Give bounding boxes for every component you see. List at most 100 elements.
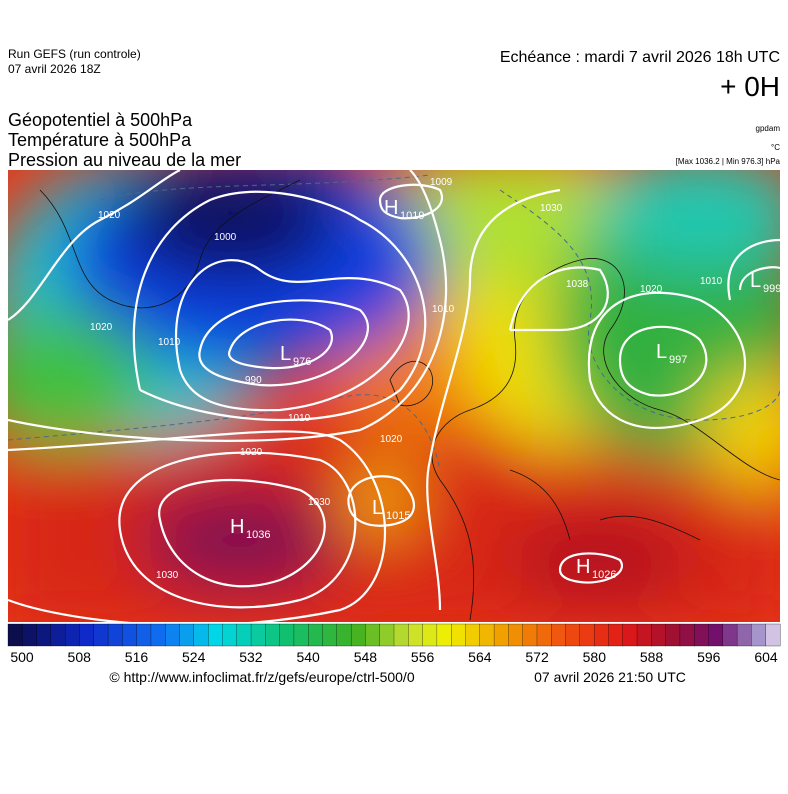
center-letter: L <box>372 497 383 519</box>
colorbar-swatch <box>451 623 466 647</box>
isobar-label: 990 <box>245 375 262 386</box>
colorbar-tick-label: 564 <box>468 649 492 665</box>
colorbar-tick-label: 500 <box>10 649 34 665</box>
colorbar-swatch <box>150 623 166 647</box>
center-value: 997 <box>669 354 687 366</box>
colorbar-swatch <box>751 623 767 647</box>
isobar-labels: 1000 990 1010 1020 1030 1030 1020 1010 1… <box>90 177 723 581</box>
center-letter: L <box>750 270 761 292</box>
colorbar: 500 508 516 524 532 540 548 556 564 572 580 588 596 6… <box>7 623 781 665</box>
colorbar-swatch <box>508 623 524 647</box>
isobar-label: 1030 <box>156 570 179 581</box>
colorbar-tick-label: 524 <box>182 649 206 665</box>
isobar-label: 1000 <box>214 232 237 243</box>
colorbar-swatch <box>593 623 609 647</box>
isobar-label: 1038 <box>566 279 589 290</box>
center-value: 1015 <box>386 510 410 522</box>
isobar-label: 1009 <box>430 177 453 188</box>
isobar-label: 1020 <box>98 210 121 221</box>
colorbar-tick-label: 588 <box>640 649 664 665</box>
center-value: 1036 <box>246 529 270 541</box>
colorbar-tick-label: 580 <box>583 649 607 665</box>
colorbar-swatch <box>36 623 52 647</box>
colorbar-tick-label: 540 <box>296 649 320 665</box>
colorbar-swatch <box>522 623 538 647</box>
isobar-label: 1020 <box>380 434 403 445</box>
colorbar-swatch <box>308 623 323 647</box>
title-line: Température à 500hPa <box>8 130 192 150</box>
title-line: Pression au niveau de la mer <box>8 150 241 170</box>
colorbar-swatch <box>293 623 309 647</box>
isobar-label: 1010 <box>432 304 455 315</box>
isobar-label: 1010 <box>700 276 723 287</box>
forecast-time: Echéance : mardi 7 avril 2026 18h UTC <box>500 49 780 66</box>
colorbar-swatch <box>79 623 95 647</box>
colorbar-swatch <box>565 623 581 647</box>
colorbar-swatch <box>708 623 724 647</box>
colorbar-swatch <box>265 623 281 647</box>
colorbar-swatch <box>250 623 266 647</box>
colorbar-swatch <box>379 623 395 647</box>
unit-label: °C <box>771 143 780 152</box>
colorbar-swatch <box>551 623 567 647</box>
map-field <box>8 170 780 622</box>
colorbar-swatch <box>165 623 181 647</box>
colorbar-swatch <box>436 623 452 647</box>
colorbar-swatch <box>50 623 66 647</box>
colorbar-tick-label: 604 <box>754 649 778 665</box>
colorbar-swatch <box>7 623 23 647</box>
source-url: © http://www.infoclimat.fr/z/gefs/europe… <box>109 669 414 685</box>
isobar-label: 1020 <box>240 447 263 458</box>
colorbar-swatch <box>765 623 781 647</box>
colorbar-swatch <box>622 623 638 647</box>
isobar-label: 1020 <box>640 284 663 295</box>
colorbar-swatch <box>651 623 667 647</box>
colorbar-swatch <box>279 623 295 647</box>
colorbar-swatch <box>179 623 195 647</box>
isobar-label: 1010 <box>288 413 311 424</box>
colorbar-tick-label: 556 <box>411 649 435 665</box>
run-name: Run GEFS (run controle) <box>8 47 141 61</box>
colorbar-swatch <box>107 623 123 647</box>
isobar-label: 1030 <box>308 497 331 508</box>
center-letter: H <box>230 516 244 538</box>
colorbar-tick-label: 532 <box>239 649 263 665</box>
colorbar-swatch <box>679 623 695 647</box>
colorbar-tick-label: 548 <box>354 649 378 665</box>
colorbar-swatch <box>122 623 138 647</box>
lead-time: + 0H <box>720 71 780 102</box>
pressure-centers: H 1036 H 1026 H 1019 L 976 L 997 L 999 L… <box>230 197 781 581</box>
center-value: 999 <box>763 283 781 295</box>
center-value: 1019 <box>400 210 424 222</box>
colorbar-tick-label: 596 <box>697 649 721 665</box>
center-letter: L <box>656 341 667 363</box>
colorbar-swatch <box>322 623 338 647</box>
colorbar-swatch <box>465 623 481 647</box>
colorbar-swatch <box>236 623 252 647</box>
colorbar-tick-label: 508 <box>68 649 92 665</box>
colorbar-swatch <box>222 623 238 647</box>
colorbar-swatch <box>736 623 752 647</box>
colorbar-swatch <box>422 623 438 647</box>
colorbar-swatch <box>636 623 652 647</box>
colorbar-swatch <box>408 623 424 647</box>
colorbar-swatch <box>694 623 709 647</box>
colorbar-swatch <box>22 623 38 647</box>
center-value: 976 <box>293 356 311 368</box>
colorbar-swatch <box>608 623 624 647</box>
colorbar-swatch <box>65 623 80 647</box>
generated-time: 07 avril 2026 21:50 UTC <box>534 669 686 685</box>
colorbar-swatch <box>722 623 738 647</box>
colorbar-swatch <box>536 623 552 647</box>
colorbar-swatch <box>579 623 595 647</box>
colorbar-swatch <box>665 623 681 647</box>
colorbar-swatch <box>136 623 152 647</box>
center-letter: L <box>280 343 291 365</box>
colorbar-swatch <box>493 623 509 647</box>
colorbar-tick-label: 516 <box>125 649 149 665</box>
colorbar-swatch <box>393 623 409 647</box>
isobar-label: 1010 <box>158 337 181 348</box>
colorbar-swatch <box>193 623 209 647</box>
